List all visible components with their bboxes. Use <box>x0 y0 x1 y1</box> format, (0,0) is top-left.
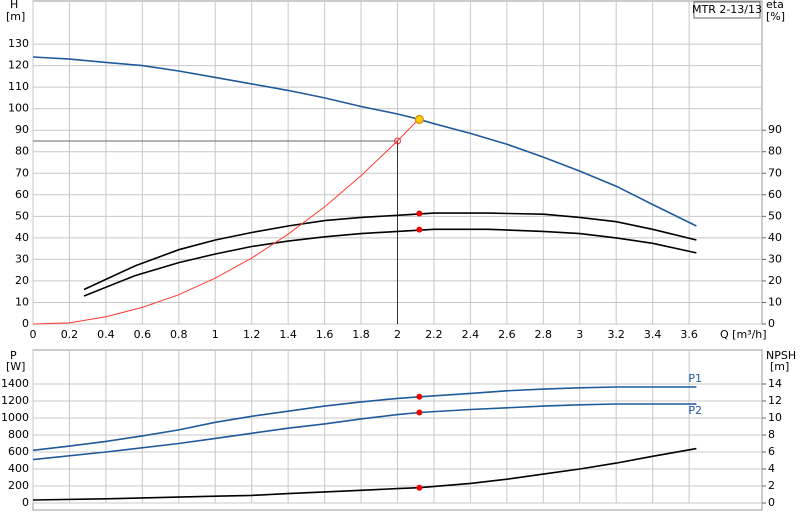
y-unit: [W] <box>6 360 25 373</box>
curve <box>32 56 697 227</box>
y-tick-label: 60 <box>15 188 29 201</box>
x-tick-label: 0.6 <box>134 328 152 341</box>
x-tick-label: 1 <box>212 328 219 341</box>
y-tick-label: 30 <box>15 252 29 265</box>
operating-point <box>416 484 423 491</box>
x-tick-label: 2.2 <box>425 328 443 341</box>
x-tick-label: 1.8 <box>352 328 370 341</box>
series-label: P2 <box>688 404 702 417</box>
y-tick-label: 70 <box>15 166 29 179</box>
y-tick-label: 100 <box>8 102 29 115</box>
x-tick-label: 0 <box>30 328 37 341</box>
operating-point <box>416 226 423 233</box>
x-tick-label: 1.6 <box>316 328 334 341</box>
x-tick-label: 3 <box>576 328 583 341</box>
y2-tick-label: 20 <box>768 274 782 287</box>
y-label: H <box>10 0 18 11</box>
y2-tick-label: 60 <box>768 188 782 201</box>
y2-tick-label: 70 <box>768 166 782 179</box>
y2-unit: [%] <box>766 10 785 23</box>
y-tick-label: 0 <box>22 496 29 509</box>
y-tick-label: 20 <box>15 274 29 287</box>
y-tick-label: 110 <box>8 80 29 93</box>
curve <box>32 118 420 325</box>
x-tick-label: 0.2 <box>61 328 79 341</box>
y-tick-label: 40 <box>15 231 29 244</box>
y2-unit: [m] <box>770 360 789 373</box>
y2-tick-label: 2 <box>768 479 775 492</box>
y2-tick-label: 80 <box>768 145 782 158</box>
guide-point <box>394 137 401 145</box>
pump-label: MTR 2-13/13 <box>692 3 762 16</box>
x-tick-label: 3.4 <box>644 328 662 341</box>
y-tick-label: 50 <box>15 209 29 222</box>
y-tick-label: 600 <box>8 445 29 458</box>
x-tick-label: 3.2 <box>607 328 625 341</box>
operating-point <box>416 409 423 416</box>
curve <box>32 447 697 501</box>
pump-box <box>693 1 761 19</box>
curve <box>32 386 697 452</box>
y2-label: eta <box>766 0 784 11</box>
x-tick-label: 1.2 <box>243 328 261 341</box>
y2-tick-label: 6 <box>768 445 775 458</box>
operating-point <box>416 210 423 217</box>
y2-tick-label: 90 <box>768 123 782 136</box>
x-tick-label: 0.4 <box>97 328 115 341</box>
y-tick-label: 800 <box>8 428 29 441</box>
x-tick-label: 2.8 <box>535 328 553 341</box>
y-tick-label: 1400 <box>1 377 29 390</box>
x-tick-label: 0.8 <box>170 328 188 341</box>
y-tick-label: 0 <box>22 317 29 330</box>
x-tick-label: 3.6 <box>680 328 698 341</box>
operating-point <box>416 393 423 400</box>
y-tick-label: 10 <box>15 295 29 308</box>
y2-tick-label: 10 <box>768 295 782 308</box>
curve <box>32 403 697 461</box>
y2-tick-label: 12 <box>768 394 782 407</box>
y2-tick-label: 50 <box>768 209 782 222</box>
y-tick-label: 1200 <box>1 394 29 407</box>
y-tick-label: 400 <box>8 462 29 475</box>
y2-tick-label: 30 <box>768 252 782 265</box>
x-tick-label: 1.4 <box>279 328 297 341</box>
y2-label: NPSH <box>766 349 796 362</box>
series-label: P1 <box>688 372 702 385</box>
y2-tick-label: 14 <box>768 377 782 390</box>
y-tick-label: 120 <box>8 59 29 72</box>
curve <box>83 212 697 291</box>
y-label: P <box>10 349 17 362</box>
y2-tick-label: 10 <box>768 411 782 424</box>
x-tick-label: 2 <box>394 328 401 341</box>
y2-tick-label: 4 <box>768 462 775 475</box>
operating-point <box>414 114 424 124</box>
y2-tick-label: 8 <box>768 428 775 441</box>
curve <box>83 228 697 297</box>
y2-tick-label: 0 <box>768 317 775 330</box>
y2-tick-label: 40 <box>768 231 782 244</box>
x-label: Q [m³/h] <box>720 328 767 341</box>
y-tick-label: 80 <box>15 145 29 158</box>
x-tick-label: 2.6 <box>498 328 516 341</box>
x-tick-label: 2.4 <box>462 328 480 341</box>
y-tick-label: 90 <box>15 123 29 136</box>
y-tick-label: 130 <box>8 37 29 50</box>
y2-tick-label: 0 <box>768 496 775 509</box>
y-tick-label: 1000 <box>1 411 29 424</box>
y-tick-label: 200 <box>8 479 29 492</box>
y-unit: [m] <box>6 10 25 23</box>
